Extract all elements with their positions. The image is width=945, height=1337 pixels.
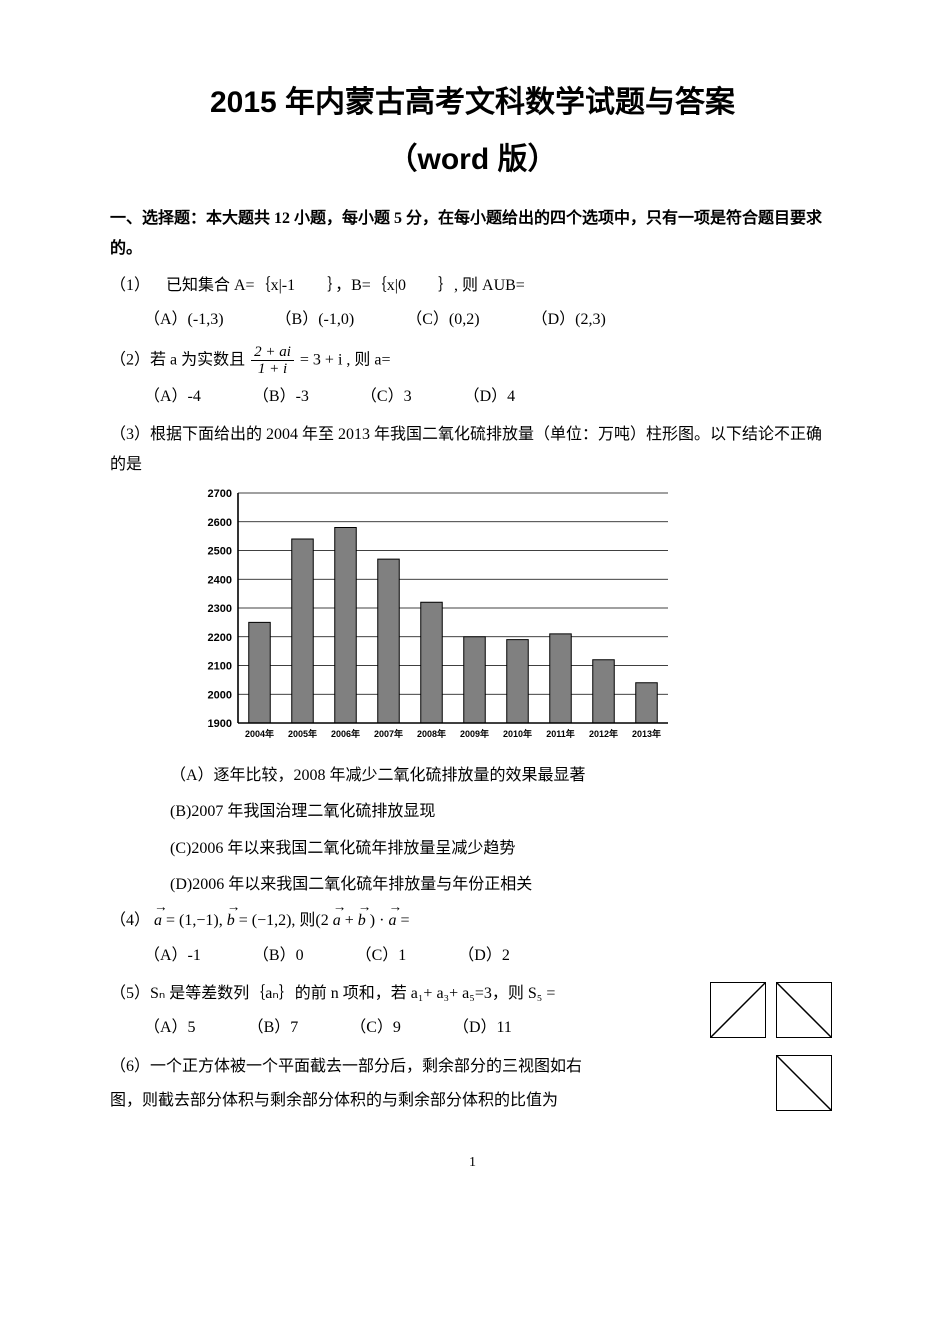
q5-opt-c: （C）9 — [350, 1013, 401, 1043]
q6-stem2: 图，则截去部分体积与剩余部分体积的与剩余部分体积的比值为 — [110, 1092, 558, 1109]
q4-vec-b2: b — [358, 906, 366, 936]
svg-text:2100: 2100 — [208, 660, 232, 672]
diagram-sq-1 — [710, 982, 766, 1038]
q4-options: （A）-1 （B）0 （C）1 （D）2 — [144, 941, 835, 971]
q2-opt-a: （A）-4 — [144, 382, 201, 412]
svg-text:2500: 2500 — [208, 545, 232, 557]
section-heading: 一、选择题：本大题共 12 小题，每小题 5 分，在每小题给出的四个选项中，只有… — [110, 204, 835, 265]
q4-prefix: （4） — [110, 912, 150, 929]
q1-stem: （1） 已知集合 A=｛x|-1 ｝，B=｛x|0 ｝, 则 AUB= — [110, 277, 525, 294]
diagram-sq-3 — [776, 1055, 832, 1111]
svg-text:2400: 2400 — [208, 574, 232, 586]
q4-dot: ) · — [370, 912, 389, 929]
q5-opt-a: （A）5 — [144, 1013, 196, 1043]
q4-vec-a: a — [154, 906, 162, 936]
svg-text:2012年: 2012年 — [589, 728, 618, 739]
q4-opt-b: （B）0 — [253, 941, 304, 971]
q4-vec-a2: a — [333, 906, 341, 936]
q3-chart-container: 1900 2000 2100 2200 2300 2400 2500 2600 2700 2004… — [190, 487, 835, 751]
q2-stem-prefix: （2）若 a 为实数且 — [110, 351, 245, 368]
svg-text:2006年: 2006年 — [331, 728, 360, 739]
q2-frac-den: 1 + i — [251, 361, 294, 378]
q3-options: （A）逐年比较，2008 年减少二氧化硫排放量的效果最显著 (B)2007 年我… — [170, 761, 835, 901]
title-line1: 2015 年内蒙古高考文科数学试题与答案 — [110, 80, 835, 125]
q1-options: （A）(-1,3) （B）(-1,0) （C）(0,2) （D）(2,3) — [144, 305, 835, 335]
q2: （2）若 a 为实数且 2 + ai 1 + i = 3 + i , 则 a= — [110, 344, 835, 378]
q2-fraction: 2 + ai 1 + i — [251, 344, 294, 378]
q4-vec-a3: a — [388, 906, 396, 936]
three-view-diagrams — [707, 979, 835, 1126]
q3: （3）根据下面给出的 2004 年至 2013 年我国二氧化硫排放量（单位：万吨… — [110, 420, 835, 481]
svg-text:2009年: 2009年 — [460, 728, 489, 739]
svg-text:2300: 2300 — [208, 603, 232, 615]
q1-opt-d: （D）(2,3) — [532, 305, 606, 335]
svg-text:2010年: 2010年 — [503, 728, 532, 739]
svg-text:1900: 1900 — [208, 718, 232, 730]
q2-frac-num: 2 + ai — [251, 344, 294, 362]
q3-opt-a: （A）逐年比较，2008 年减少二氧化硫排放量的效果最显著 — [170, 761, 835, 791]
q2-opt-b: （B）-3 — [253, 382, 309, 412]
q6-stem1: （6）一个正方体被一个平面截去一部分后，剩余部分的三视图如右 — [110, 1058, 582, 1075]
q4-eq1: = (1,−1), — [166, 912, 227, 929]
svg-text:2008年: 2008年 — [417, 728, 446, 739]
q5-opt-b: （B）7 — [248, 1013, 299, 1043]
q3-opt-c: (C)2006 年以来我国二氧化硫年排放量呈减少趋势 — [170, 834, 835, 864]
q1: （1） 已知集合 A=｛x|-1 ｝，B=｛x|0 ｝, 则 AUB= — [110, 271, 835, 301]
svg-text:2013年: 2013年 — [632, 728, 661, 739]
diagram-sq-2 — [776, 982, 832, 1038]
svg-text:2004年: 2004年 — [245, 728, 274, 739]
q3-opt-d: (D)2006 年以来我国二氧化硫年排放量与年份正相关 — [170, 870, 835, 900]
q1-opt-a: （A）(-1,3) — [144, 305, 224, 335]
svg-text:2000: 2000 — [208, 689, 232, 701]
q3-stem: （3）根据下面给出的 2004 年至 2013 年我国二氧化硫排放量（单位：万吨… — [110, 426, 822, 473]
q4: （4） a = (1,−1), b = (−1,2), 则(2 a + b ) … — [110, 906, 835, 936]
bar-chart: 1900 2000 2100 2200 2300 2400 2500 2600 2700 2004… — [190, 487, 678, 751]
q4-opt-c: （C）1 — [356, 941, 407, 971]
q2-opt-c: （C）3 — [361, 382, 412, 412]
title-line2: （word 版） — [110, 131, 835, 188]
q3-opt-b: (B)2007 年我国治理二氧化硫排放显现 — [170, 797, 835, 827]
q5-opt-d: （D）11 — [453, 1013, 512, 1043]
svg-text:2600: 2600 — [208, 516, 232, 528]
q4-opt-d: （D）2 — [458, 941, 510, 971]
svg-text:2700: 2700 — [208, 488, 232, 500]
q1-opt-b: （B）(-1,0) — [276, 305, 355, 335]
svg-text:2005年: 2005年 — [288, 728, 317, 739]
q4-vec-b: b — [227, 906, 235, 936]
q1-opt-c: （C）(0,2) — [406, 305, 479, 335]
q4-eq2: = (−1,2), 则(2 — [239, 912, 329, 929]
q2-stem-mid: = 3 + i , 则 a= — [300, 351, 391, 368]
q2-opt-d: （D）4 — [464, 382, 516, 412]
svg-text:2007年: 2007年 — [374, 728, 403, 739]
svg-text:2200: 2200 — [208, 631, 232, 643]
q5-stem: （5）Sₙ 是等差数列｛aₙ｝的前 n 项和，若 a₁+ a₃+ a₅=3，则 … — [110, 985, 555, 1002]
page-number: 1 — [110, 1150, 835, 1177]
q4-opt-a: （A）-1 — [144, 941, 201, 971]
q2-options: （A）-4 （B）-3 （C）3 （D）4 — [144, 382, 835, 412]
svg-text:2011年: 2011年 — [546, 728, 575, 739]
